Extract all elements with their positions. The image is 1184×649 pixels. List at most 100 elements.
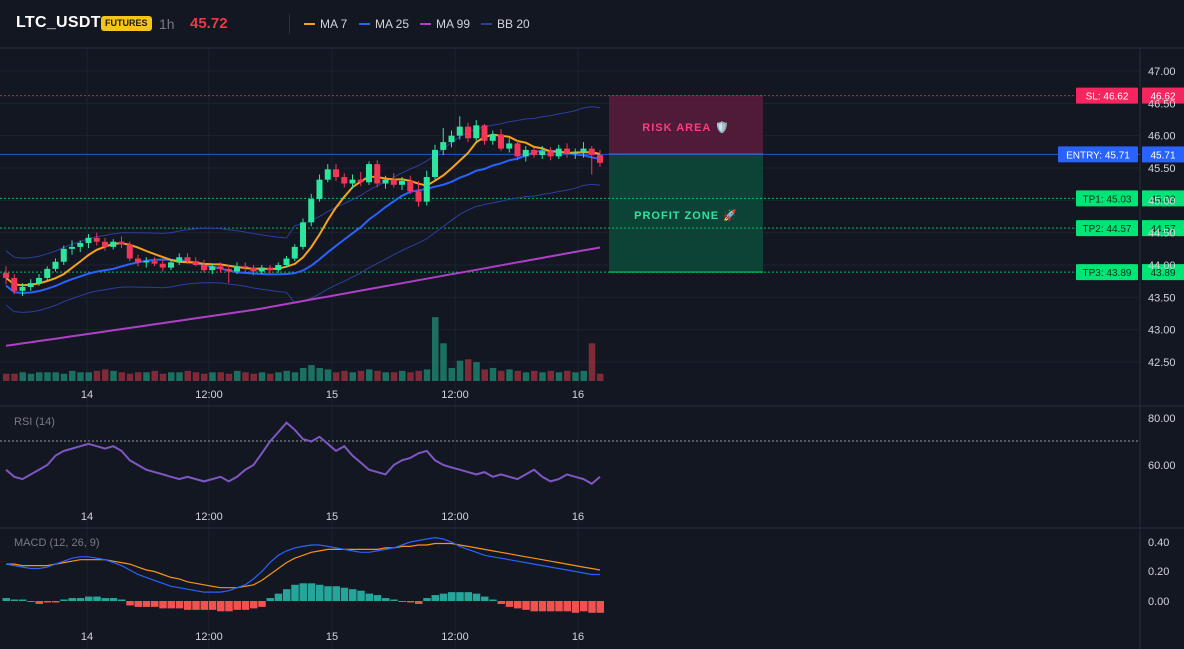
entry-axis-value: 45.71 (1150, 150, 1175, 161)
macd-hist-bar (415, 601, 423, 604)
legend-bb20[interactable]: BB 20 (481, 17, 530, 31)
macd-signal-line (6, 542, 601, 589)
macd-hist-bar (27, 601, 35, 602)
candle (456, 116, 463, 140)
price-axis-label: 42.50 (1148, 357, 1176, 369)
tp2-level-tag[interactable]: TP2: 44.57 44.57 (1076, 220, 1184, 237)
candle (316, 174, 323, 202)
macd-axis-000: 0.00 (1148, 596, 1169, 608)
volume-bar (242, 372, 249, 381)
tp1-level-tag[interactable]: TP1: 45.03 45.03 (1076, 190, 1184, 207)
candle (225, 265, 232, 284)
symbol-title[interactable]: LTC_USDT (16, 14, 101, 31)
candle (27, 279, 34, 291)
legend-ma99[interactable]: MA 99 (420, 17, 470, 31)
candle (275, 262, 282, 273)
macd-hist-bar (109, 598, 118, 601)
macd-hist-bar (200, 601, 208, 610)
macd-hist-bar (588, 601, 596, 613)
macd-hist-bar (184, 601, 192, 610)
volume-bar (201, 373, 208, 381)
time-axis: 14 12:00 15 12:00 16 14 12:00 15 12:00 16 14 12:00 1… (81, 389, 584, 643)
time-axis-label: 12:00 (195, 389, 223, 401)
candle (498, 129, 504, 152)
candle (423, 170, 430, 206)
sl-tag-label: SL: 46.62 (1086, 92, 1129, 103)
volume-bar (85, 372, 92, 381)
candle (448, 130, 455, 148)
candle (580, 142, 587, 158)
candle (36, 274, 42, 286)
risk-area-zone[interactable] (609, 95, 763, 154)
macd-title: MACD (12, 26, 9) (14, 537, 100, 549)
volume-bar (300, 367, 307, 381)
volume-bar (159, 373, 167, 381)
volume-bar (217, 372, 224, 381)
candle (341, 173, 348, 188)
volume-bar (440, 343, 447, 381)
sl-level-tag[interactable]: SL: 46.62 46.62 (1076, 87, 1184, 104)
macd-hist-bar (431, 595, 439, 601)
volume-bar (192, 372, 200, 381)
candle (366, 161, 372, 185)
candle (308, 193, 315, 227)
candle (168, 259, 174, 271)
candle (93, 232, 100, 246)
candle (44, 266, 51, 281)
macd-hist-bar (68, 598, 76, 601)
price-axis[interactable]: 47.00 46.50 46.00 45.50 45.00 44.50 44.00 43.50… (1148, 66, 1176, 369)
volume-bar (498, 370, 505, 381)
macd-line (5, 536, 600, 593)
level-tags: SL: 46.62 46.62 ENTRY: 45.71 45.71 TP1: 45.0… (1058, 87, 1184, 281)
ma7-swatch-icon (304, 23, 315, 25)
macd-hist-bar (299, 583, 307, 601)
price-axis-label: 46.50 (1148, 98, 1176, 110)
macd-hist-bar (283, 589, 291, 601)
volume-bar (19, 372, 26, 381)
volume-bar (423, 369, 431, 381)
candle (324, 164, 331, 183)
candle (506, 138, 513, 153)
macd-indicator (2, 536, 604, 613)
macd-hist-bar (398, 601, 406, 602)
volume-bar (357, 370, 365, 381)
volume-bar (432, 317, 439, 381)
entry-level-tag[interactable]: ENTRY: 45.71 45.71 (1058, 146, 1184, 163)
candle (242, 262, 249, 273)
time-axis-label: 15 (326, 389, 338, 401)
macd-hist-bar (316, 584, 324, 601)
time-axis-label: 15 (326, 631, 338, 643)
timeframe-label[interactable]: 1h (159, 16, 175, 32)
macd-hist-bar (349, 589, 357, 601)
candle (514, 140, 521, 161)
candle (432, 144, 438, 180)
candlesticks (3, 116, 603, 297)
macd-hist-bar (192, 601, 200, 610)
volume-bar (36, 372, 43, 381)
candle (126, 241, 133, 262)
legend-ma7[interactable]: MA 7 (304, 17, 347, 31)
macd-hist-bar (464, 592, 472, 601)
legend-ma25[interactable]: MA 25 (359, 17, 409, 31)
volume-bar (489, 367, 497, 381)
tp3-level-tag[interactable]: TP3: 43.89 43.89 (1076, 264, 1184, 281)
macd-hist-bar (85, 596, 93, 601)
tp2-tag-label: TP2: 44.57 (1083, 224, 1132, 235)
volume-bar (547, 370, 554, 381)
macd-hist-bar (357, 590, 365, 601)
volume-bar (415, 370, 422, 381)
volume-bar (448, 367, 455, 381)
price-axis-label: 45.50 (1148, 163, 1176, 175)
volume-bar (333, 372, 340, 381)
candle (399, 177, 405, 190)
macd-hist-bar (2, 598, 10, 601)
macd-hist-bar (324, 586, 332, 601)
candle (19, 283, 26, 297)
macd-hist-bar (233, 601, 241, 610)
volume-bar (69, 370, 76, 381)
candle (374, 160, 381, 188)
profit-zone[interactable] (609, 154, 763, 273)
time-axis-label: 14 (81, 389, 93, 401)
volume-bar (349, 372, 356, 381)
